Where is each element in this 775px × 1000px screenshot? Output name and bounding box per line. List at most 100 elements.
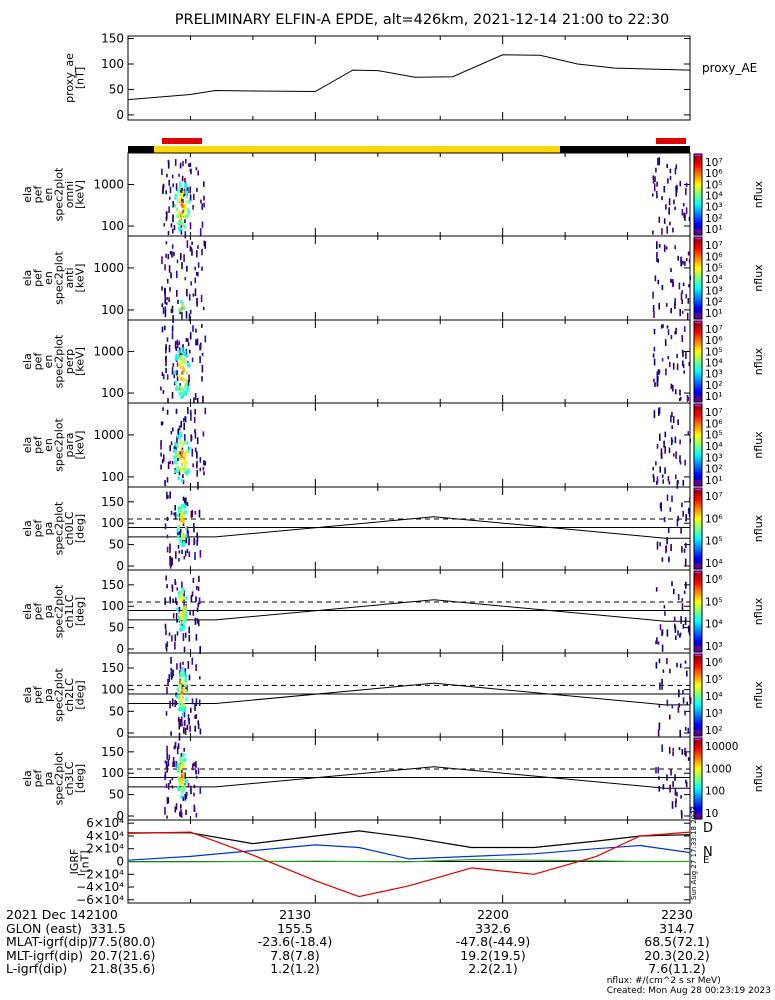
proxy-ae-series-line: [127, 54, 691, 101]
pitch-panel-1-left-pixel-6: [177, 544, 180, 549]
energy-panel-1-blob-cell-11: [185, 190, 188, 195]
energy-panel-3-left-pixel-52: [166, 374, 169, 380]
pitch-panel-4-right-pixel-10: [672, 751, 674, 756]
energy-panel-2-colorbar-tick-6: 10¹: [705, 308, 723, 320]
energy-panel-1-blob-cell-31: [178, 186, 181, 191]
pitch-panel-2-colorbar-cell-27: [694, 625, 702, 629]
energy-panel-3-colorbar-cell-34: [694, 389, 702, 393]
energy-panel-3-blob-cell-47: [181, 350, 184, 354]
pitch-panel-4-left-pixel-33: [174, 741, 177, 749]
energy-panel-4-right-pixel-22: [667, 476, 670, 482]
pitch-panel-4-colorbar-frame: [693, 737, 703, 820]
energy-panel-4-right-pixel-30: [664, 431, 667, 438]
pitch-panel-4-left-pixel-51: [193, 804, 196, 812]
footer-row-label: L-igrf(dip): [6, 961, 68, 976]
energy-panel-4-blob-cell-28: [180, 454, 183, 459]
footer-value: 331.5: [90, 920, 126, 936]
energy-panel-4-left-pixel-9: [177, 428, 179, 436]
pitch-panel-2-left-pixel-37: [168, 632, 171, 636]
energy-panel-1-right-pixel-11: [652, 193, 654, 197]
pitch-panel-1-colorbar-cell-29: [694, 546, 702, 550]
pitch-panel-1-right-pixel-8: [676, 519, 679, 527]
energy-panel-4-left-pixel-25: [160, 445, 162, 450]
energy-panel-3-blob-cell-22: [181, 346, 184, 351]
science-zone-mark-2: [656, 138, 686, 144]
energy-panel-4-right-pixel-31: [689, 438, 691, 443]
energy-panel-4-blob-cell-15: [183, 470, 186, 474]
pitch-panel-3-colorbar-cell-20: [694, 695, 702, 698]
pitch-panel-3-right-pixel-6: [678, 689, 680, 698]
pitch-panel-4-blob-cell-28: [176, 765, 179, 769]
pitch-panel-4-right-pixel-5: [668, 746, 671, 754]
igrf-legend-e: E: [703, 855, 709, 866]
pitch-panel-2-blob-cell-11: [182, 605, 185, 609]
energy-panel-4-right-pixel-16: [679, 461, 682, 465]
energy-panel-1-left-pixel-52: [168, 206, 170, 213]
igrf-ylabel-1: [nT]: [78, 850, 91, 872]
energy-panel-4-colorbar-cell-11: [694, 426, 702, 430]
pitch-panel-3-left-pixel-15: [169, 701, 171, 709]
energy-panel-2-colorbar-cell-25: [694, 288, 702, 291]
pitch-panel-3-blob-cell-35: [185, 697, 188, 702]
energy-panel-1-right-pixel-43: [676, 186, 678, 191]
pitch-panel-1-left-pixel-39: [173, 512, 175, 516]
pitch-panel-3-left-pixel-14: [181, 683, 184, 689]
pitch-panel-3-left-pixel-25: [195, 698, 198, 707]
energy-panel-2-colorbar-tick-4: 10³: [705, 285, 723, 297]
energy-panel-4-colorbar-cell-16: [694, 436, 702, 440]
pitch-panel-3-colorbar-cell-30: [694, 715, 702, 719]
energy-panel-3-blob-cell-24: [186, 388, 189, 392]
pitch-panel-2-colorbar-cell-4: [694, 579, 702, 582]
pitch-panel-1-colorbar-frame: [693, 487, 703, 570]
energy-panel-4-colorbar-cell-17: [694, 438, 702, 442]
pitch-panel-3-blob-cell-6: [181, 686, 184, 691]
energy-panel-4-blob-cell-37: [187, 468, 190, 473]
energy-panel-1-left-pixel-69: [203, 202, 205, 208]
igrf-ytick-5: −4×10⁴: [76, 880, 124, 894]
pitch-panel-2-colorbar-cell-33: [694, 637, 702, 641]
energy-panel-2-left-pixel-52: [183, 254, 185, 262]
pitch-panel-3-right-pixel-25: [684, 660, 687, 664]
proxy-ae-frame: [127, 35, 691, 121]
energy-panel-1-blob-cell-51: [183, 208, 186, 212]
energy-panel-2-left-pixel-43: [179, 253, 182, 261]
pitch-panel-3-colorbar-cell-1: [694, 656, 702, 659]
pitch-panel-1-right-pixel-11: [656, 541, 659, 550]
pitch-panel-2-colorbar-cell-19: [694, 609, 702, 613]
energy-panel-3-left-pixel-24: [201, 376, 203, 382]
pitch-panel-3-left-pixel-17: [181, 723, 183, 727]
energy-panel-3-left-pixel-65: [204, 335, 207, 343]
pitch-panel-3-blob-cell-2: [180, 690, 184, 695]
energy-panel-1-left-pixel-65: [166, 211, 168, 220]
energy-panel-1-right-pixel-0: [673, 199, 675, 205]
pitch-panel-2-blob-cell-24: [178, 617, 181, 621]
pitch-panel-4-left-pixel-26: [195, 769, 197, 775]
energy-panel-3-right-pixel-19: [667, 329, 670, 336]
pitch-panel-2-left-pixel-2: [183, 646, 186, 653]
pitch-panel-1-left-pixel-45: [199, 550, 202, 558]
pitch-panel-3-right-pixel-9: [679, 663, 682, 668]
energy-panel-1-blob-cell-41: [179, 194, 182, 199]
pitch-panel-2-colorbar-cell-32: [694, 635, 702, 639]
energy-panel-4-left-pixel-57: [191, 448, 194, 457]
energy-panel-2-right-pixel-40: [658, 244, 661, 248]
energy-panel-1-ytick-0: 1000: [93, 178, 124, 192]
energy-panel-4-colorbar-cell-21: [694, 447, 702, 450]
energy-panel-3-left-pixel-50: [167, 398, 169, 404]
energy-panel-4-ylabel-4: para: [63, 433, 76, 458]
pitch-panel-4-blob-cell-44: [176, 763, 179, 767]
pitch-panel-4-colorbar-tick-1: 1000: [705, 763, 732, 775]
energy-panel-3-right-pixel-35: [661, 358, 664, 362]
pitch-panel-2-left-pixel-58: [165, 575, 167, 581]
pitch-panel-2-colorbar-cell-24: [694, 619, 702, 623]
pitch-panel-4-left-pixel-24: [183, 748, 185, 752]
energy-panel-3-blob-cell-11: [185, 391, 188, 396]
pitch-panel-4-blob-cell-11: [181, 759, 184, 763]
pitch-panel-2-right-pixel-18: [681, 598, 684, 602]
energy-panel-4-left-pixel-52: [182, 418, 185, 423]
pitch-panel-2-left-pixel-48: [169, 596, 171, 604]
energy-panel-4-left-pixel-10: [164, 480, 166, 486]
energy-panel-3-colorbar-cell-5: [694, 331, 702, 334]
pitch-panel-1-right-pixel-26: [666, 537, 668, 545]
energy-panel-3-colorbar-cell-3: [694, 327, 702, 330]
